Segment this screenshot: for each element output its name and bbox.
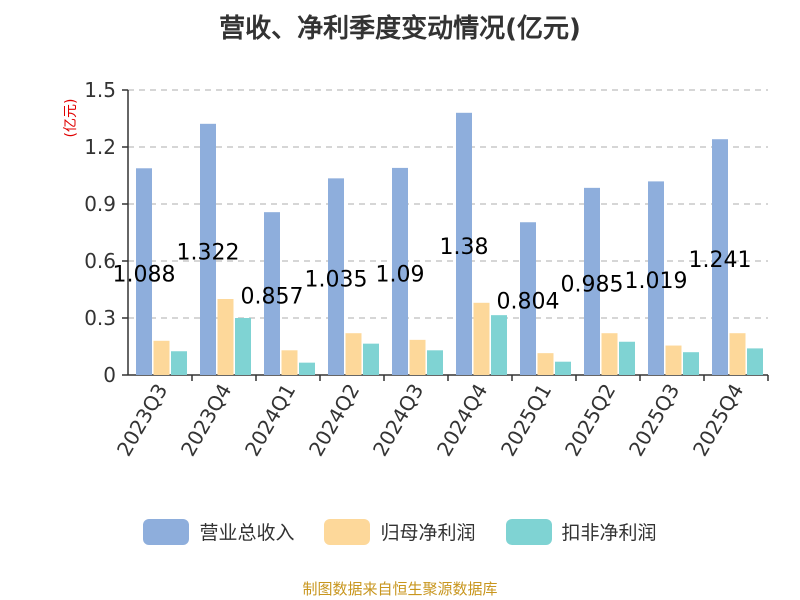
bar-deducted-profit <box>683 352 699 375</box>
bar-deducted-profit <box>427 350 443 375</box>
legend-item-revenue[interactable]: 营业总收入 <box>143 518 294 545</box>
bar-deducted-profit <box>619 341 635 375</box>
x-tick-label: 2024Q4 <box>432 380 492 461</box>
bar-revenue <box>136 168 152 375</box>
x-tick-label: 2025Q1 <box>496 380 556 461</box>
bar-revenue <box>392 167 408 375</box>
bar-deducted-profit <box>555 361 571 375</box>
data-label-revenue: 0.985 <box>561 272 624 297</box>
x-tick-label: 2025Q4 <box>688 380 748 461</box>
bar-net-profit <box>345 333 362 375</box>
bar-net-profit <box>473 302 490 375</box>
data-label-revenue: 1.019 <box>625 269 688 294</box>
y-tick-label: 0.3 <box>84 306 116 330</box>
x-tick-label: 2024Q3 <box>368 380 428 461</box>
legend-swatch-deducted-profit <box>505 518 552 545</box>
data-label-revenue: 1.322 <box>177 240 240 265</box>
bar-deducted-profit <box>299 362 315 375</box>
x-tick-label: 2025Q2 <box>560 380 620 461</box>
x-tick-label: 2024Q1 <box>240 380 300 461</box>
data-label-revenue: 1.035 <box>305 268 368 293</box>
source-note: 制图数据来自恒生聚源数据库 <box>302 580 498 598</box>
x-tick-label: 2023Q4 <box>176 380 236 461</box>
x-tick-label: 2025Q3 <box>624 380 684 461</box>
data-label-revenue: 1.088 <box>113 263 176 288</box>
x-tick-label: 2024Q2 <box>304 380 364 461</box>
data-label-revenue: 1.241 <box>689 248 752 273</box>
bar-revenue <box>328 178 344 375</box>
data-label-revenue: 0.804 <box>497 290 560 315</box>
legend-swatch-revenue <box>143 518 190 545</box>
y-tick-label: 1.5 <box>84 78 116 102</box>
legend-item-net-profit[interactable]: 归母净利润 <box>324 518 476 545</box>
legend-label-net-profit: 归母净利润 <box>380 522 476 544</box>
legend-label-deducted-profit: 扣非净利润 <box>561 522 657 544</box>
bar-revenue <box>712 139 728 375</box>
bar-revenue <box>200 123 216 375</box>
y-axis-label: (亿元) <box>63 99 79 138</box>
bar-net-profit <box>601 333 618 375</box>
bar-revenue <box>264 212 280 375</box>
data-label-revenue: 0.857 <box>241 285 304 310</box>
legend-label-revenue: 营业总收入 <box>199 522 295 544</box>
bar-deducted-profit <box>363 343 379 375</box>
chart-title: 营收、净利季度变动情况(亿元) <box>219 14 581 44</box>
bar-revenue <box>520 222 536 375</box>
data-label-revenue: 1.38 <box>440 235 489 260</box>
bar-net-profit <box>665 345 682 375</box>
bar-net-profit <box>281 350 298 375</box>
bars <box>136 112 763 376</box>
legend: 营业总收入 归母净利润 扣非净利润 <box>0 518 800 545</box>
bar-net-profit <box>729 333 746 375</box>
data-label-revenue: 1.09 <box>376 262 425 287</box>
y-tick-label: 1.2 <box>84 135 116 159</box>
bar-revenue <box>648 181 664 375</box>
bar-net-profit <box>217 299 234 375</box>
legend-swatch-net-profit <box>324 518 371 545</box>
bar-net-profit <box>537 353 554 375</box>
bar-net-profit <box>153 340 170 375</box>
bar-revenue <box>584 187 600 375</box>
bar-deducted-profit <box>235 318 251 375</box>
bar-deducted-profit <box>491 315 507 375</box>
bar-deducted-profit <box>171 351 187 375</box>
y-tick-label: 0.9 <box>84 192 116 216</box>
bar-revenue <box>456 112 472 376</box>
x-tick-label: 2023Q3 <box>112 380 172 461</box>
y-tick-label: 0.6 <box>84 249 116 273</box>
bar-net-profit <box>409 339 426 375</box>
legend-item-deducted-profit[interactable]: 扣非净利润 <box>505 518 657 545</box>
bar-deducted-profit <box>747 348 763 375</box>
y-tick-label: 0 <box>103 363 116 387</box>
